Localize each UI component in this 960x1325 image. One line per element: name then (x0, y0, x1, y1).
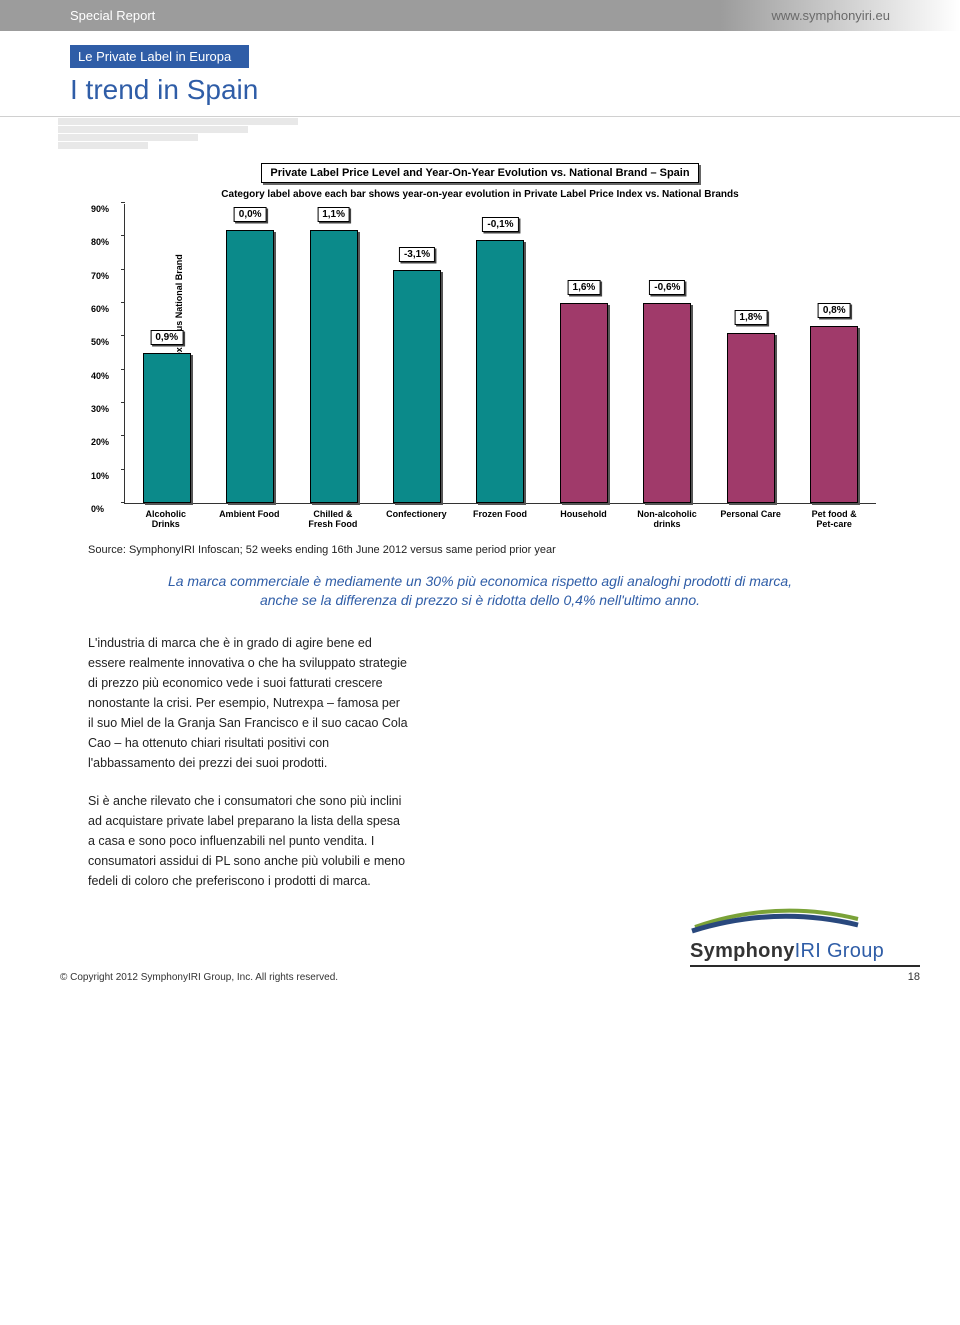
report-type: Special Report (70, 8, 155, 23)
x-axis: AlcoholicDrinks Ambient Food Chilled &Fres… (124, 510, 876, 530)
chart-subtitle: Category label above each bar shows year… (76, 189, 884, 200)
bar-delta-label: 0,8% (818, 303, 851, 318)
bar-column: 0,8% (810, 326, 858, 503)
bar-column: -0,1% (476, 240, 524, 503)
page-number: 18 (908, 971, 920, 983)
bar-delta-label: -0,1% (482, 217, 518, 232)
top-bar: Special Report www.symphonyiri.eu (0, 0, 960, 31)
chart-container: Private Label Price Level and Year-On-Ye… (70, 157, 890, 534)
bar-column: -3,1% (393, 270, 441, 503)
footer: © Copyright 2012 SymphonyIRI Group, Inc.… (0, 971, 960, 983)
bar-column: 0,0% (226, 230, 274, 503)
bar-delta-label: -3,1% (399, 247, 435, 262)
callout-text: La marca commerciale è mediamente un 30%… (80, 572, 880, 611)
logo: SymphonyIRI Group (690, 905, 920, 967)
paragraph-1: L'industria di marca che è in grado di a… (88, 633, 408, 773)
y-tick: 0% (91, 504, 104, 514)
y-tick: 50% (91, 337, 109, 347)
bar: -3,1% (393, 270, 441, 503)
bars-group: 0,9% 0,0% 1,1% -3,1% -0,1% 1,6% -0,6% 1,8% 0,8% (125, 204, 876, 503)
bar: -0,6% (643, 303, 691, 503)
bar: 1,6% (560, 303, 608, 503)
x-tick-label: Confectionery (381, 510, 451, 530)
x-tick-label: Chilled &Fresh Food (298, 510, 368, 530)
site-url: www.symphonyiri.eu (772, 8, 891, 23)
bar-column: -0,6% (643, 303, 691, 503)
page-title: I trend in Spain (70, 74, 960, 106)
x-tick-label: Household (549, 510, 619, 530)
y-tick: 10% (91, 471, 109, 481)
bar-delta-label: 0,0% (234, 207, 267, 222)
callout-line-2: anche se la differenza di prezzo si è ri… (260, 592, 700, 608)
section-label: Le Private Label in Europa (70, 45, 249, 68)
y-tick: 90% (91, 204, 109, 214)
chart-title: Private Label Price Level and Year-On-Ye… (261, 163, 698, 183)
bar-delta-label: -0,6% (649, 280, 685, 295)
bar-delta-label: 1,8% (734, 310, 767, 325)
logo-text: SymphonyIRI Group (690, 940, 920, 963)
chart-plot-area: Private Label Price Index verus National… (124, 204, 876, 504)
page: Special Report www.symphonyiri.eu Le Pri… (0, 0, 960, 1013)
step-decoration (58, 117, 298, 149)
logo-word-2: IRI Group (795, 940, 884, 962)
bar-delta-label: 1,1% (317, 207, 350, 222)
bar-column: 0,9% (143, 353, 191, 503)
bar-delta-label: 1,6% (568, 280, 601, 295)
x-tick-label: Frozen Food (465, 510, 535, 530)
logo-swoosh-icon (690, 905, 860, 935)
bar-column: 1,6% (560, 303, 608, 503)
bar: -0,1% (476, 240, 524, 503)
bar-column: 1,1% (310, 230, 358, 503)
bar-delta-label: 0,9% (150, 330, 183, 345)
x-tick-label: Personal Care (716, 510, 786, 530)
logo-underline (690, 965, 920, 967)
subheader-wrap: Le Private Label in Europa (0, 31, 960, 68)
x-tick-label: Ambient Food (214, 510, 284, 530)
bar: 0,9% (143, 353, 191, 503)
bar: 1,8% (727, 333, 775, 503)
y-tick: 30% (91, 404, 109, 414)
copyright: © Copyright 2012 SymphonyIRI Group, Inc.… (60, 972, 338, 983)
y-tick: 40% (91, 371, 109, 381)
body-column: L'industria di marca che è in grado di a… (88, 633, 408, 891)
y-tick: 20% (91, 437, 109, 447)
logo-word-1: Symphony (690, 940, 795, 962)
paragraph-2: Si è anche rilevato che i consumatori ch… (88, 791, 408, 891)
x-tick-label: Pet food &Pet-care (799, 510, 869, 530)
y-tick: 70% (91, 271, 109, 281)
chart-source: Source: SymphonyIRI Infoscan; 52 weeks e… (88, 544, 890, 556)
bar: 1,1% (310, 230, 358, 503)
y-tick: 80% (91, 237, 109, 247)
x-tick-label: Non-alcoholicdrinks (632, 510, 702, 530)
bar: 0,8% (810, 326, 858, 503)
x-tick-label: AlcoholicDrinks (131, 510, 201, 530)
bar: 0,0% (226, 230, 274, 503)
callout-line-1: La marca commerciale è mediamente un 30%… (168, 573, 792, 589)
y-tick: 60% (91, 304, 109, 314)
bar-column: 1,8% (727, 333, 775, 503)
